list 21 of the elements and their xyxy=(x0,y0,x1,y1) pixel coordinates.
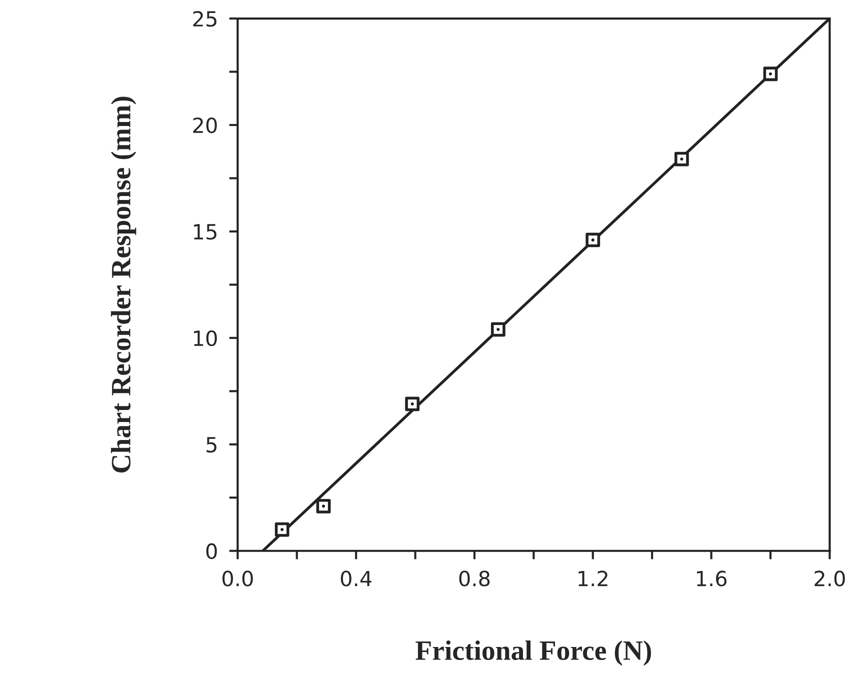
y-tick-label: 10 xyxy=(194,330,217,346)
point xyxy=(316,498,331,514)
y-tick-label: 15 xyxy=(194,224,216,240)
x-tick-label: 0.0 xyxy=(222,570,253,586)
y-tick-label: 0 xyxy=(206,543,217,560)
x-tick-label: 1.6 xyxy=(697,570,727,586)
y-tick-label: 20 xyxy=(193,117,217,134)
point xyxy=(586,232,600,248)
x-tick-label: 2.0 xyxy=(814,570,845,586)
point xyxy=(274,522,290,537)
x-tick-label: 0.4 xyxy=(340,570,372,586)
point xyxy=(490,322,506,337)
x-tick-label: 0.8 xyxy=(459,570,490,586)
y-axis-title: Chart Recorder Response (mm) xyxy=(110,96,136,472)
x-tick-label: 1.2 xyxy=(578,570,608,586)
y-tick-label: 25 xyxy=(193,10,216,27)
x-axis-title: Frictional Force (N) xyxy=(416,640,651,666)
y-tick-label: 5 xyxy=(206,437,216,453)
point xyxy=(405,396,420,412)
point xyxy=(674,152,689,166)
point xyxy=(763,66,778,82)
